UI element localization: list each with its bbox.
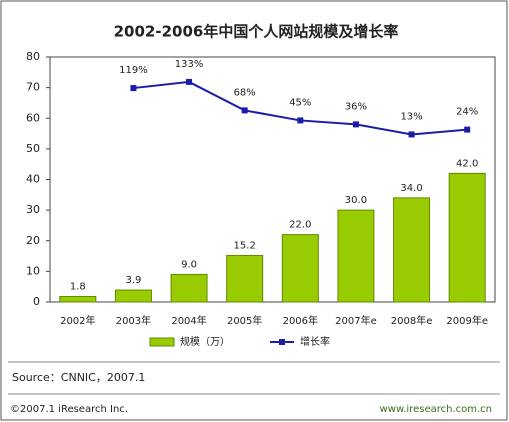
x-tick-label: 2003年 xyxy=(116,314,151,327)
value-label: 68% xyxy=(234,87,256,98)
value-label: 15.2 xyxy=(234,240,256,251)
value-label: 30.0 xyxy=(345,195,367,206)
line-marker xyxy=(186,78,193,85)
value-label: 34.0 xyxy=(400,183,422,194)
footer-left: ©2007.1 iResearch Inc. xyxy=(10,404,128,415)
y-tick-label: 60 xyxy=(26,111,40,124)
y-tick-label: 30 xyxy=(26,203,40,216)
value-label: 119% xyxy=(119,65,148,76)
y-tick-label: 10 xyxy=(26,264,40,277)
value-label: 1.8 xyxy=(70,281,86,292)
bar xyxy=(337,209,375,303)
line-marker xyxy=(464,126,471,133)
x-tick-label: 2007年e xyxy=(335,314,377,327)
value-label: 36% xyxy=(345,101,367,112)
bar xyxy=(59,295,97,303)
value-label: 24% xyxy=(456,107,478,118)
line-marker xyxy=(352,121,359,128)
value-label: 13% xyxy=(400,111,422,122)
bar xyxy=(393,197,431,303)
x-tick-label: 2006年 xyxy=(283,314,318,327)
y-tick-label: 80 xyxy=(26,50,40,63)
x-tick-label: 2009年e xyxy=(446,314,488,327)
line-marker xyxy=(297,117,304,124)
line-marker xyxy=(130,85,137,92)
bar xyxy=(448,172,486,303)
y-tick-label: 70 xyxy=(26,81,40,94)
line-marker xyxy=(408,131,415,138)
line-marker xyxy=(241,107,248,114)
value-label: 22.0 xyxy=(289,220,311,231)
bar xyxy=(226,254,264,303)
bar xyxy=(114,289,152,303)
bar xyxy=(281,234,319,303)
y-tick-label: 50 xyxy=(26,142,40,155)
value-label: 45% xyxy=(289,97,311,108)
footer-right: www.iresearch.com.cn xyxy=(380,404,492,415)
value-label: 133% xyxy=(175,59,204,70)
x-tick-label: 2002年 xyxy=(60,314,95,327)
x-tick-label: 2005年 xyxy=(227,314,262,327)
legend-label: 增长率 xyxy=(300,335,330,348)
y-tick-label: 20 xyxy=(26,234,40,247)
legend-swatch xyxy=(279,339,285,345)
value-label: 42.0 xyxy=(456,158,478,169)
chart-title: 2002-2006年中国个人网站规模及增长率 xyxy=(114,23,399,41)
x-tick-label: 2004年 xyxy=(171,314,206,327)
bar xyxy=(170,273,208,303)
y-tick-label: 0 xyxy=(33,295,40,308)
source: Source：CNNIC，2007.1 xyxy=(12,371,145,384)
y-tick-label: 40 xyxy=(26,173,40,186)
value-label: 3.9 xyxy=(125,275,141,286)
x-tick-label: 2008年e xyxy=(391,314,433,327)
legend-swatch xyxy=(149,337,175,347)
legend-label: 规模（万） xyxy=(180,335,230,348)
value-label: 9.0 xyxy=(181,259,197,270)
